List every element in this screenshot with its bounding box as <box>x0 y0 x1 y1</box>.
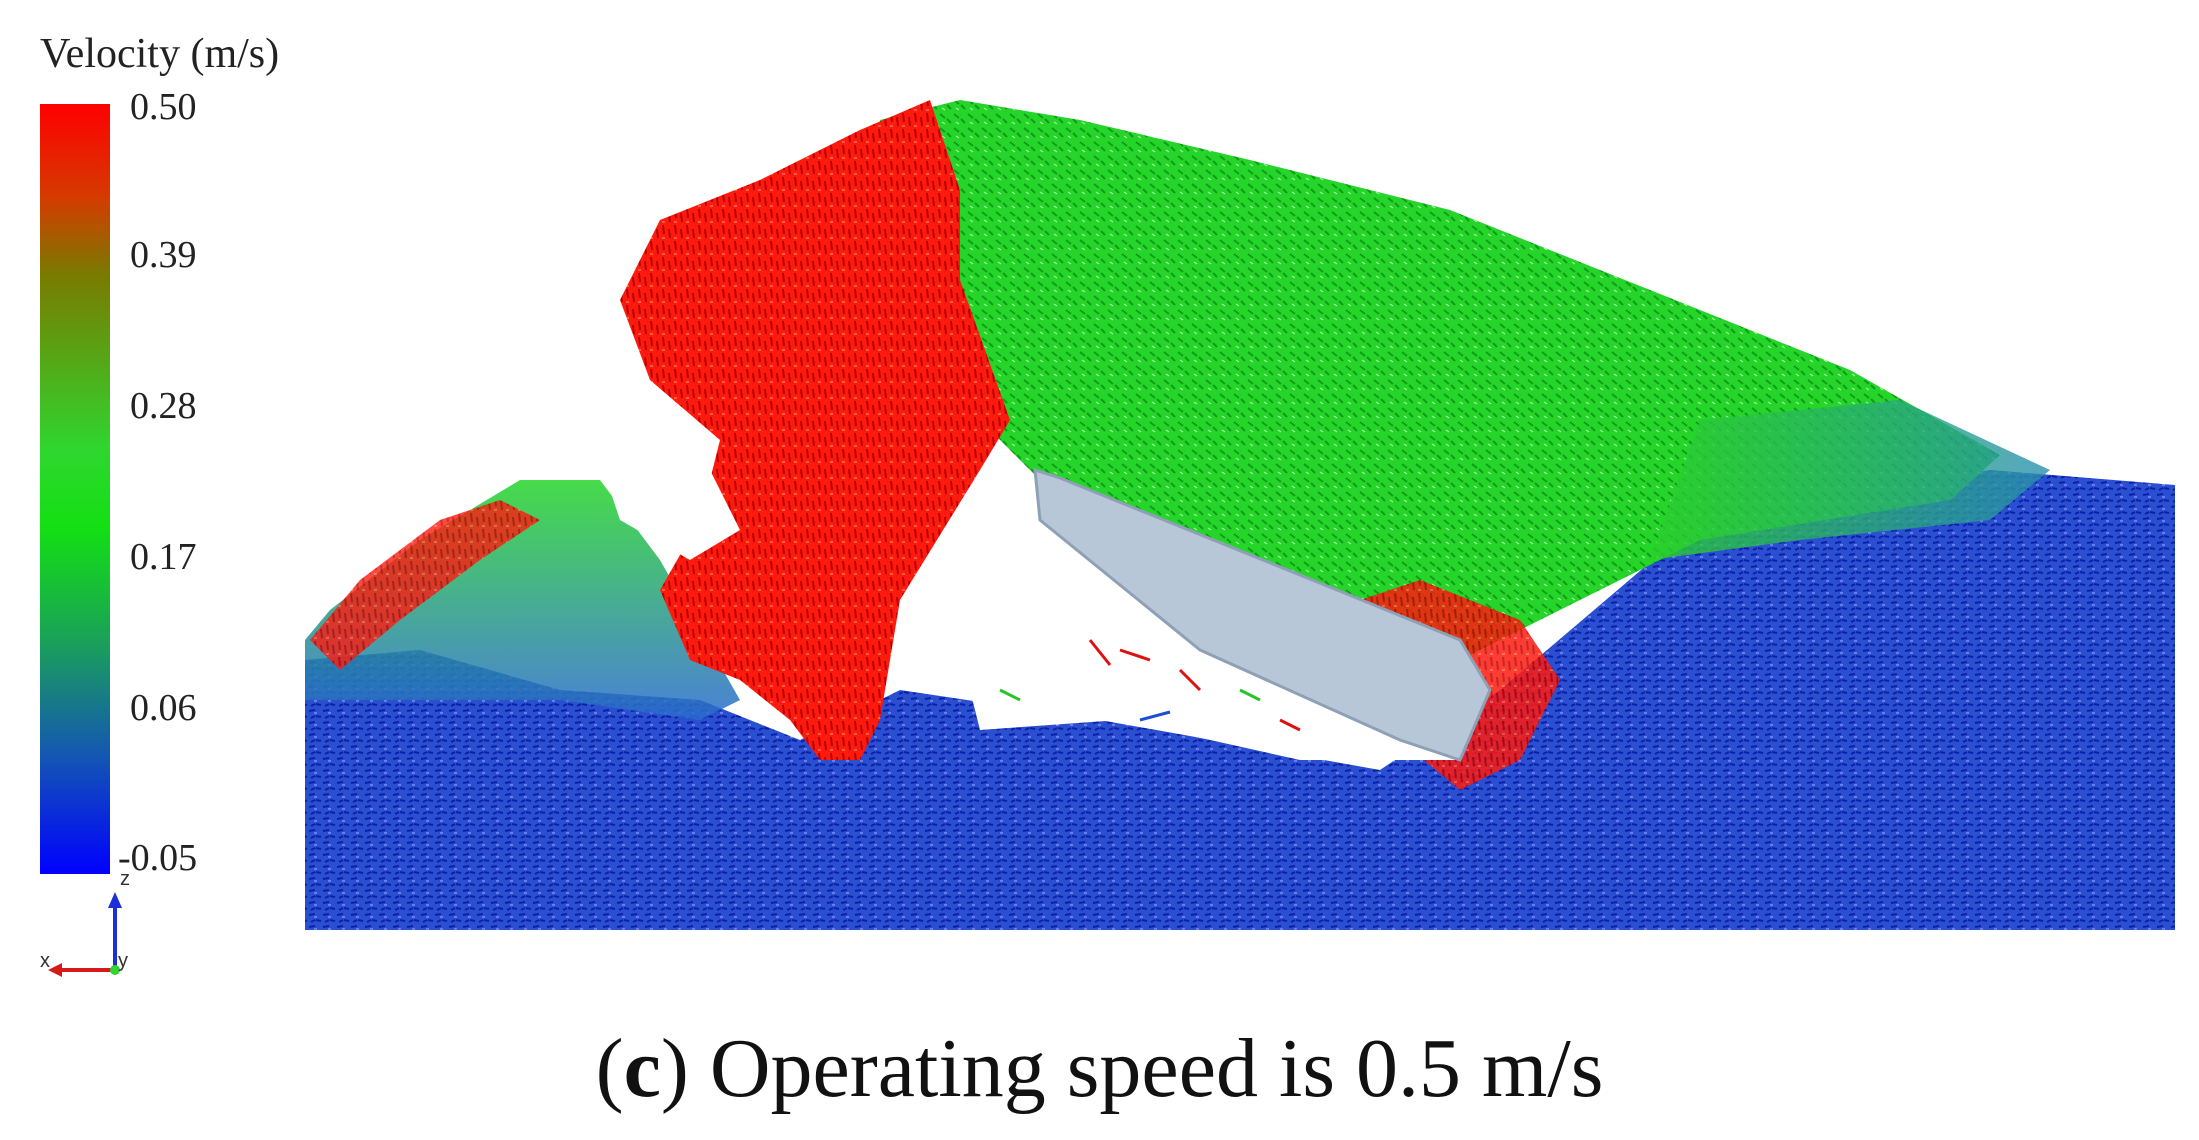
caption-text: Operating speed is 0.5 m/s <box>709 1022 1604 1115</box>
mound-transition <box>305 480 740 720</box>
red-particle-mass <box>620 100 1010 760</box>
cavity-left <box>600 450 740 560</box>
caption-letter: c <box>623 1022 661 1115</box>
axis-y-label: y <box>118 950 128 972</box>
soil-layer <box>305 470 2175 930</box>
legend-tick: 0.17 <box>130 536 197 578</box>
tool-blade <box>1033 467 1492 762</box>
legend-tick: 0.39 <box>130 234 197 276</box>
red-mound-scatter <box>310 500 540 670</box>
axis-x-label: x <box>40 950 50 972</box>
velocity-colorbar <box>40 104 110 874</box>
legend-tick-max: 0.50 <box>130 86 197 128</box>
particle-velocity-field <box>305 100 2175 930</box>
scattered-arrows <box>999 639 1301 732</box>
legend-tick: 0.28 <box>130 385 197 427</box>
right-transition <box>1650 400 2050 560</box>
legend-tick: 0.06 <box>130 687 197 729</box>
legend-tick-min: -0.05 <box>118 837 198 879</box>
figure-caption: (c) Operating speed is 0.5 m/s <box>595 1022 1604 1115</box>
axis-z-label: z <box>120 868 130 890</box>
axes-triad-icon <box>48 892 122 977</box>
legend-title: Velocity (m/s) <box>40 31 280 77</box>
